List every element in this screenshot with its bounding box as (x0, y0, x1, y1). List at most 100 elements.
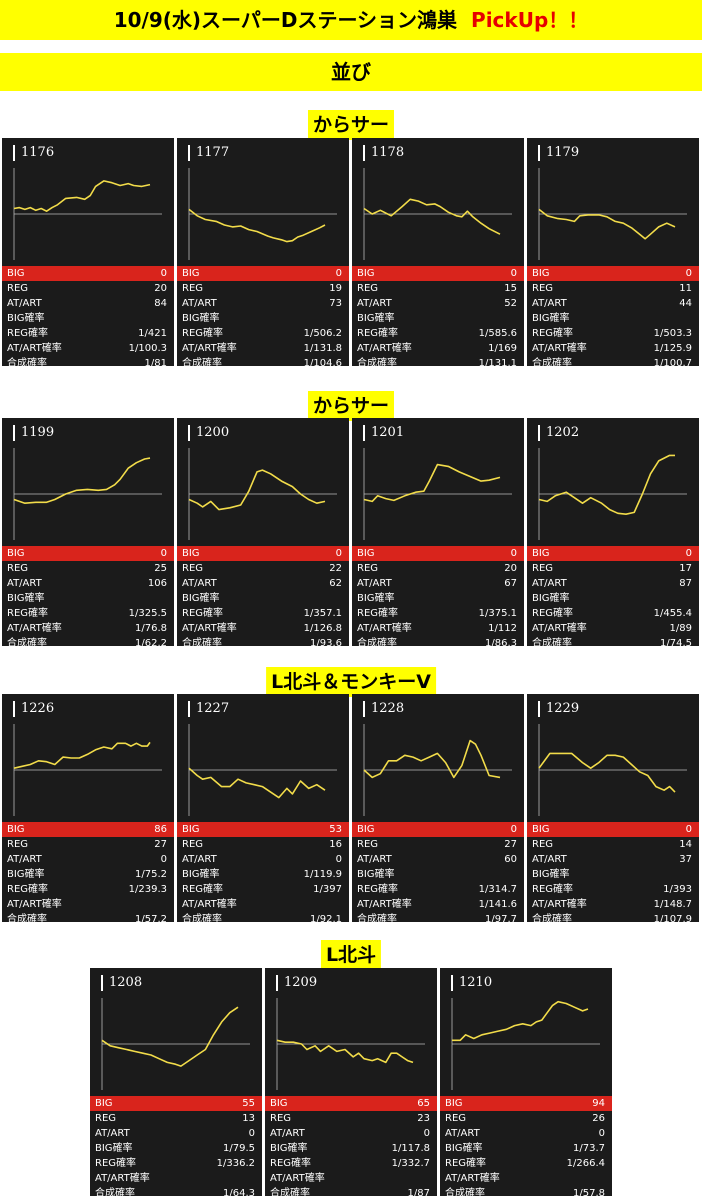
stat-value: 1/131.1 (478, 358, 517, 366)
stat-label: AT/ART確率 (532, 343, 587, 354)
machine-card[interactable]: 1200 BIG 0 REG 22 AT/ART 62 BIG確率 REG確率 1/357.1 AT… (177, 418, 349, 646)
stat-value: 1/125.9 (653, 343, 692, 354)
stat-value: 16 (329, 839, 342, 850)
stat-value: 1/148.7 (653, 899, 692, 910)
stat-row: REG 27 (2, 837, 174, 852)
stat-row: REG 20 (2, 281, 174, 296)
section-label: L北斗＆モンキーV (266, 667, 436, 697)
machine-card[interactable]: 1201 BIG 0 REG 20 AT/ART 67 BIG確率 REG確率 1/375.1 AT… (352, 418, 524, 646)
stat-row: BIG確率 (2, 311, 174, 326)
stat-value: 1/397 (313, 884, 342, 895)
stats-table: BIG 55 REG 13 AT/ART 0 BIG確率 1/79.5 REG確率 1/336.2… (90, 1096, 262, 1196)
stat-label: REG確率 (7, 328, 49, 339)
machine-card[interactable]: 1208 BIG 55 REG 13 AT/ART 0 BIG確率 1/79.5 REG確率 1/3… (90, 968, 262, 1196)
stat-label: AT/ART (7, 578, 42, 589)
stat-row: REG 11 (527, 281, 699, 296)
stat-value: 1/89 (669, 623, 692, 634)
stat-label: AT/ART (532, 578, 567, 589)
stat-value: 0 (160, 548, 167, 559)
stat-label: AT/ART確率 (357, 343, 412, 354)
machine-card[interactable]: 1179 BIG 0 REG 11 AT/ART 44 BIG確率 REG確率 1/503.3 AT… (527, 138, 699, 366)
machine-card[interactable]: 1227 BIG 53 REG 16 AT/ART 0 BIG確率 1/119.9 REG確率 1/… (177, 694, 349, 922)
stat-row: AT/ART確率 (2, 897, 174, 912)
graph-series-line (13, 741, 151, 769)
machine-card[interactable]: 1228 BIG 0 REG 27 AT/ART 60 BIG確率 REG確率 1/314.7 AT… (352, 694, 524, 922)
stat-label: BIG確率 (357, 313, 395, 324)
stat-value: 0 (160, 268, 167, 279)
payout-graph (276, 998, 425, 1090)
stat-label: 合成確率 (182, 638, 222, 646)
stat-label: BIG (532, 548, 550, 559)
store-title: 10/9(水)スーパーDステーション鴻巣 (113, 8, 458, 32)
stat-row: BIG確率 1/79.5 (90, 1141, 262, 1156)
stat-label: REG (532, 563, 554, 574)
stat-label: BIG確率 (7, 869, 45, 880)
stat-label: REG (357, 563, 379, 574)
stat-label: REG (357, 839, 379, 850)
machine-card[interactable]: 1177 BIG 0 REG 19 AT/ART 73 BIG確率 REG確率 1/506.2 AT… (177, 138, 349, 366)
stat-row: AT/ART 106 (2, 576, 174, 591)
machine-card[interactable]: 1178 BIG 0 REG 15 AT/ART 52 BIG確率 REG確率 1/585.6 AT… (352, 138, 524, 366)
stat-label: BIG確率 (532, 313, 570, 324)
stat-row: AT/ART確率 1/76.8 (2, 621, 174, 636)
section-label: からサー (307, 110, 395, 140)
section-label: L北斗 (320, 940, 382, 970)
stat-row: AT/ART確率 1/89 (527, 621, 699, 636)
stat-row: REG確率 1/332.7 (265, 1156, 437, 1171)
section-label: からサー (307, 391, 395, 421)
machine-card[interactable]: 1176 BIG 0 REG 20 AT/ART 84 BIG確率 REG確率 1/421 AT/A… (2, 138, 174, 366)
machine-number: 1178 (363, 145, 404, 161)
stats-table: BIG 86 REG 27 AT/ART 0 BIG確率 1/75.2 REG確率 1/239.3… (2, 822, 174, 922)
stat-value: 1/92.1 (310, 914, 342, 922)
machine-number: 1226 (13, 701, 54, 717)
stat-row: BIG確率 (527, 867, 699, 882)
stat-label: BIG確率 (182, 313, 220, 324)
machine-card[interactable]: 1226 BIG 86 REG 27 AT/ART 0 BIG確率 1/75.2 REG確率 1/2… (2, 694, 174, 922)
stat-label: AT/ART (357, 298, 392, 309)
stat-label: REG確率 (182, 328, 224, 339)
stat-label: BIG (7, 268, 25, 279)
stat-value: 23 (417, 1113, 430, 1124)
stat-value: 0 (510, 824, 517, 835)
stats-table: BIG 0 REG 15 AT/ART 52 BIG確率 REG確率 1/585.6 AT/ART… (352, 266, 524, 366)
stat-row: 合成確率 1/92.1 (177, 912, 349, 922)
stat-value: 1/455.4 (653, 608, 692, 619)
stat-label: REG (95, 1113, 117, 1124)
stat-label: AT/ART (532, 298, 567, 309)
stat-row: BIG確率 (352, 311, 524, 326)
stat-row: 合成確率 1/57.2 (2, 912, 174, 922)
stat-value: 1/332.7 (391, 1158, 430, 1169)
payout-graph (101, 998, 250, 1090)
stat-label: REG確率 (532, 884, 574, 895)
stat-row: BIG確率 (527, 311, 699, 326)
stat-row: 合成確率 1/104.6 (177, 356, 349, 366)
stat-value: 1/62.2 (135, 638, 167, 646)
stat-value: 0 (685, 548, 692, 559)
stat-value: 0 (423, 1128, 430, 1139)
stats-table: BIG 94 REG 26 AT/ART 0 BIG確率 1/73.7 REG確率 1/266.4… (440, 1096, 612, 1196)
stat-label: 合成確率 (532, 358, 572, 366)
stat-row: BIG 0 (177, 266, 349, 281)
machine-card[interactable]: 1210 BIG 94 REG 26 AT/ART 0 BIG確率 1/73.7 REG確率 1/2… (440, 968, 612, 1196)
stat-row: 合成確率 1/131.1 (352, 356, 524, 366)
stat-row: BIG確率 (177, 311, 349, 326)
stat-row: AT/ART 37 (527, 852, 699, 867)
stat-value: 1/375.1 (478, 608, 517, 619)
payout-graph (13, 724, 162, 816)
machine-card[interactable]: 1199 BIG 0 REG 25 AT/ART 106 BIG確率 REG確率 1/325.5 A… (2, 418, 174, 646)
stat-label: AT/ART確率 (532, 623, 587, 634)
stat-label: BIG (532, 824, 550, 835)
stat-row: REG確率 1/397 (177, 882, 349, 897)
stat-row: AT/ART確率 1/112 (352, 621, 524, 636)
stat-row: 合成確率 1/81 (2, 356, 174, 366)
machine-card[interactable]: 1209 BIG 65 REG 23 AT/ART 0 BIG確率 1/117.8 REG確率 1/… (265, 968, 437, 1196)
payout-graph (538, 448, 687, 540)
stat-value: 86 (154, 824, 167, 835)
payout-graph (188, 448, 337, 540)
stat-label: AT/ART確率 (270, 1173, 325, 1184)
stat-row: BIG確率 1/73.7 (440, 1141, 612, 1156)
stat-row: REG 22 (177, 561, 349, 576)
stat-label: 合成確率 (357, 358, 397, 366)
machine-card[interactable]: 1229 BIG 0 REG 14 AT/ART 37 BIG確率 REG確率 1/393 AT/A… (527, 694, 699, 922)
machine-card[interactable]: 1202 BIG 0 REG 17 AT/ART 87 BIG確率 REG確率 1/455.4 AT… (527, 418, 699, 646)
